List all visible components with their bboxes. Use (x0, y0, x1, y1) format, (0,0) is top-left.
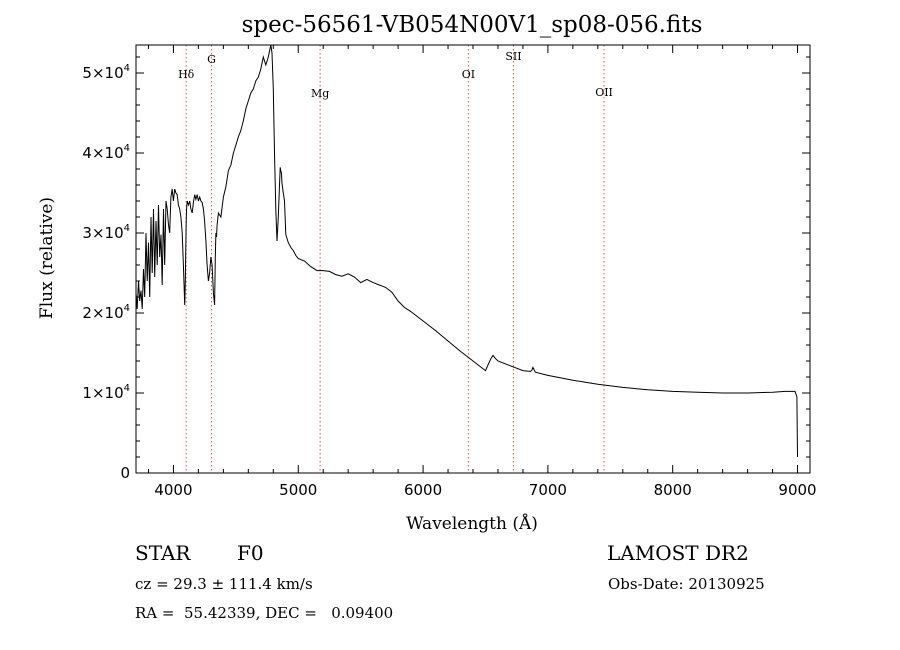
coordinates: RA = 55.42339, DEC = 0.09400 (135, 604, 394, 622)
y-tick-label-3: 3×104 (82, 223, 130, 242)
chart-title: spec-56561-VB054N00V1_sp08-056.fits (242, 12, 703, 38)
x-tick-label-5: 9000 (778, 481, 816, 499)
axis-ticks (136, 45, 810, 474)
object-subclass: F0 (237, 541, 264, 565)
y-tick-mantissa: 2×10 (82, 304, 123, 322)
redshift-velocity: cz = 29.3 ± 111.4 km/s (135, 575, 313, 593)
y-tick-label-0: 0 (120, 464, 130, 482)
x-tick-label-4: 8000 (654, 481, 692, 499)
y-tick-exponent: 4 (124, 223, 130, 234)
axis-tick-labels: 4000 5000 6000 7000 8000 900001×1042×1043×104… (82, 63, 816, 499)
y-tick-exponent: 4 (124, 383, 130, 394)
line-marker-label-1: G (207, 53, 216, 66)
x-axis-label: Wavelength (Å) (406, 513, 538, 534)
object-class: STAR (135, 541, 191, 565)
x-tick-label-3: 7000 (529, 481, 567, 499)
line-marker-label-5: OII (595, 86, 613, 99)
y-tick-exponent: 4 (124, 303, 130, 314)
x-tick-label-0: 4000 (154, 481, 192, 499)
x-tick-label-1: 5000 (279, 481, 317, 499)
y-tick-mantissa: 4×10 (82, 144, 123, 162)
y-tick-mantissa: 3×10 (82, 224, 123, 242)
y-tick-mantissa: 5×10 (82, 64, 123, 82)
y-tick-label-5: 5×104 (82, 63, 130, 82)
y-axis-label: Flux (relative) (37, 197, 57, 319)
y-tick-exponent: 4 (124, 143, 130, 154)
y-tick-exponent: 4 (124, 63, 130, 74)
line-marker-label-3: OI (462, 68, 475, 81)
x-tick-label-2: 6000 (404, 481, 442, 499)
line-marker-label-4: SII (505, 50, 521, 63)
spectral-line-markers: Hδ G Mg OI SII OII (178, 45, 613, 473)
observation-date: Obs-Date: 20130925 (608, 575, 765, 593)
y-tick-mantissa: 1×10 (82, 384, 123, 402)
y-tick-label-4: 4×104 (82, 143, 130, 162)
line-marker-label-0: Hδ (178, 68, 195, 81)
plot-frame (135, 44, 811, 474)
y-tick-label-1: 1×104 (82, 383, 130, 402)
y-tick-label-2: 2×104 (82, 303, 130, 322)
line-marker-label-2: Mg (311, 87, 329, 100)
spectrum-line (135, 44, 798, 458)
survey-name: LAMOST DR2 (607, 541, 749, 565)
